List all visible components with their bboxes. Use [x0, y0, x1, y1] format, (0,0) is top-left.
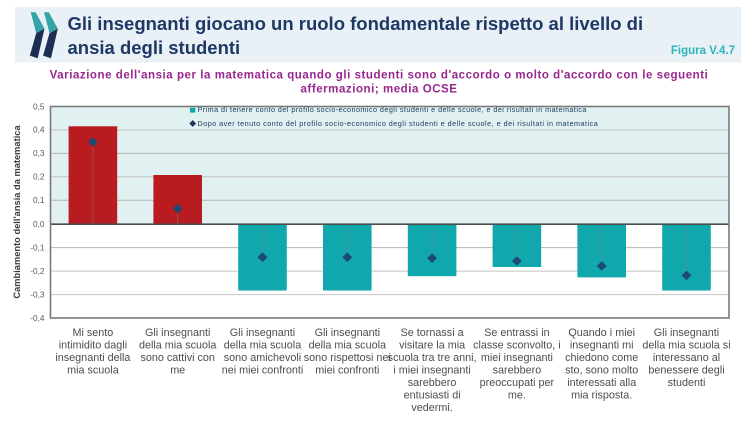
svg-text:0,0: 0,0 [33, 219, 45, 229]
svg-text:0,5: 0,5 [33, 101, 45, 111]
svg-text:0,1: 0,1 [33, 195, 45, 205]
svg-text:affermazioni; media OCSE: affermazioni; media OCSE [301, 83, 458, 95]
svg-text:0,2: 0,2 [33, 172, 45, 182]
svg-text:-0,2: -0,2 [30, 266, 45, 276]
svg-text:-0,4: -0,4 [30, 313, 45, 323]
svg-text:Prima di tenere conto del prof: Prima di tenere conto del profilo socio-… [198, 105, 587, 114]
svg-text:Variazione dell'ansia per la m: Variazione dell'ansia per la matematica … [50, 69, 709, 81]
svg-text:0,3: 0,3 [33, 148, 45, 158]
svg-text:Dopo aver tenuto conto del pro: Dopo aver tenuto conto del profilo socio… [198, 119, 599, 128]
svg-text:-0,1: -0,1 [30, 242, 45, 252]
svg-text:Figura V.4.7: Figura V.4.7 [671, 45, 735, 57]
svg-text:-0,3: -0,3 [30, 289, 45, 299]
svg-text:0,4: 0,4 [33, 125, 45, 135]
svg-text:ansia degli studenti: ansia degli studenti [68, 37, 241, 58]
svg-text:Gli insegnanti giocano un ruol: Gli insegnanti giocano un ruolo fondamen… [68, 13, 644, 34]
svg-text:Cambiamento dell'ansia da mate: Cambiamento dell'ansia da matematica [12, 125, 22, 299]
